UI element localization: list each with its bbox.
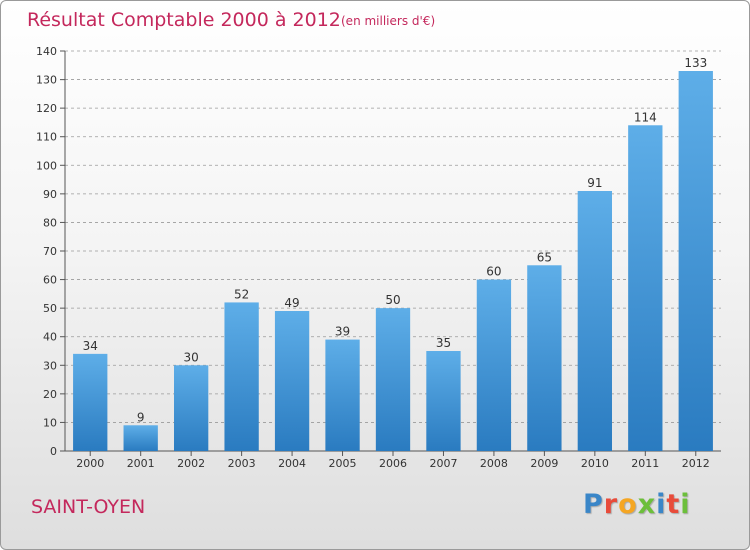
bar	[476, 279, 512, 451]
logo-letter: P	[583, 489, 604, 520]
x-tick-label: 2002	[177, 457, 205, 470]
y-tick-label: 140	[36, 45, 57, 58]
x-tick-label: 2004	[278, 457, 306, 470]
y-tick-label: 130	[36, 74, 57, 87]
x-tick-label: 2003	[228, 457, 256, 470]
logo-letter: x	[637, 489, 657, 520]
town-name: SAINT-OYEN	[31, 496, 146, 518]
logo-letter: r	[603, 489, 619, 520]
y-tick-label: 110	[36, 131, 57, 144]
y-tick-label: 0	[50, 445, 57, 458]
logo-letter: t	[666, 489, 681, 520]
chart-subtitle: (en milliers d'€)	[341, 14, 436, 28]
y-tick-label: 100	[36, 159, 57, 172]
bar	[325, 339, 360, 451]
y-tick-label: 80	[43, 216, 57, 229]
bar	[426, 351, 461, 451]
data-label: 9	[137, 410, 145, 424]
data-labels: 34 9 30 52 49 39 50 35 60 65 91 114 133	[83, 56, 708, 424]
x-tick-label: 2012	[682, 457, 710, 470]
data-label: 133	[684, 56, 707, 70]
y-tick-label: 60	[43, 274, 57, 287]
data-label: 50	[385, 293, 400, 307]
data-label: 114	[634, 110, 657, 124]
bar	[527, 265, 562, 451]
data-label: 49	[284, 296, 299, 310]
axes: 0 10 20 30 40 50 60 70 80 90 100 110 120 130 140 2000 20…	[36, 45, 721, 470]
x-tick-label: 2000	[76, 457, 104, 470]
y-tick-label: 70	[43, 245, 57, 258]
x-tick-label: 2008	[480, 457, 508, 470]
chart-title: Résultat Comptable 2000 à 2012	[27, 9, 341, 31]
y-tick-label: 120	[36, 102, 57, 115]
logo-letter: i	[680, 489, 691, 520]
x-tick-label: 2001	[127, 457, 155, 470]
bar	[628, 125, 663, 452]
logo-letter: i	[656, 489, 667, 520]
bar	[375, 308, 411, 451]
x-tick-label: 2010	[581, 457, 609, 470]
x-tick-label: 2011	[631, 457, 659, 470]
data-label: 39	[335, 325, 350, 339]
x-tick-label: 2005	[329, 457, 357, 470]
data-label: 34	[83, 339, 98, 353]
bar	[274, 311, 310, 451]
y-tick-label: 10	[43, 416, 57, 429]
data-label: 65	[537, 250, 552, 264]
y-tick-label: 90	[43, 188, 57, 201]
data-label: 52	[234, 287, 249, 301]
x-tick-label: 2006	[379, 457, 407, 470]
x-tick-label: 2007	[429, 457, 457, 470]
bar	[224, 302, 259, 451]
bar	[577, 191, 613, 451]
y-tick-label: 30	[43, 359, 57, 372]
y-tick-label: 40	[43, 331, 57, 344]
y-tick-label: 20	[43, 388, 57, 401]
data-label: 35	[436, 336, 451, 350]
data-label: 91	[587, 176, 602, 190]
bar	[173, 365, 209, 451]
bars	[73, 71, 713, 452]
x-tick-label: 2009	[530, 457, 558, 470]
y-tick-label: 50	[43, 302, 57, 315]
data-label: 30	[184, 350, 199, 364]
bar	[73, 353, 108, 451]
proxiti-logo[interactable]: Proxiti	[583, 489, 691, 520]
data-label: 60	[486, 265, 501, 279]
bar	[123, 425, 158, 451]
logo-letter: o	[618, 489, 638, 520]
bar	[678, 71, 713, 451]
